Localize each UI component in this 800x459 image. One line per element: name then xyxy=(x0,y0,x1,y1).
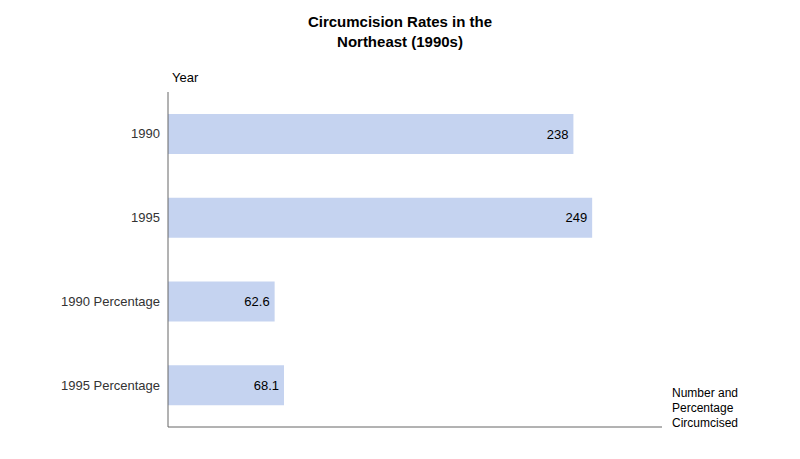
svg-text:1990 Percentage: 1990 Percentage xyxy=(61,294,160,309)
svg-text:238: 238 xyxy=(547,127,569,142)
svg-text:249: 249 xyxy=(565,210,587,225)
svg-text:Number andPercentageCircumcise: Number andPercentageCircumcised xyxy=(672,386,738,430)
svg-text:68.1: 68.1 xyxy=(254,378,279,393)
svg-text:1990: 1990 xyxy=(131,126,160,141)
svg-text:1995: 1995 xyxy=(131,210,160,225)
svg-text:Year: Year xyxy=(172,70,199,85)
svg-text:62.6: 62.6 xyxy=(244,294,269,309)
html-text:Circumcision Rates in the Nort: Circumcision Rates in the Northeast (199… xyxy=(307,13,493,50)
svg-text:1995 Percentage: 1995 Percentage xyxy=(61,378,160,393)
